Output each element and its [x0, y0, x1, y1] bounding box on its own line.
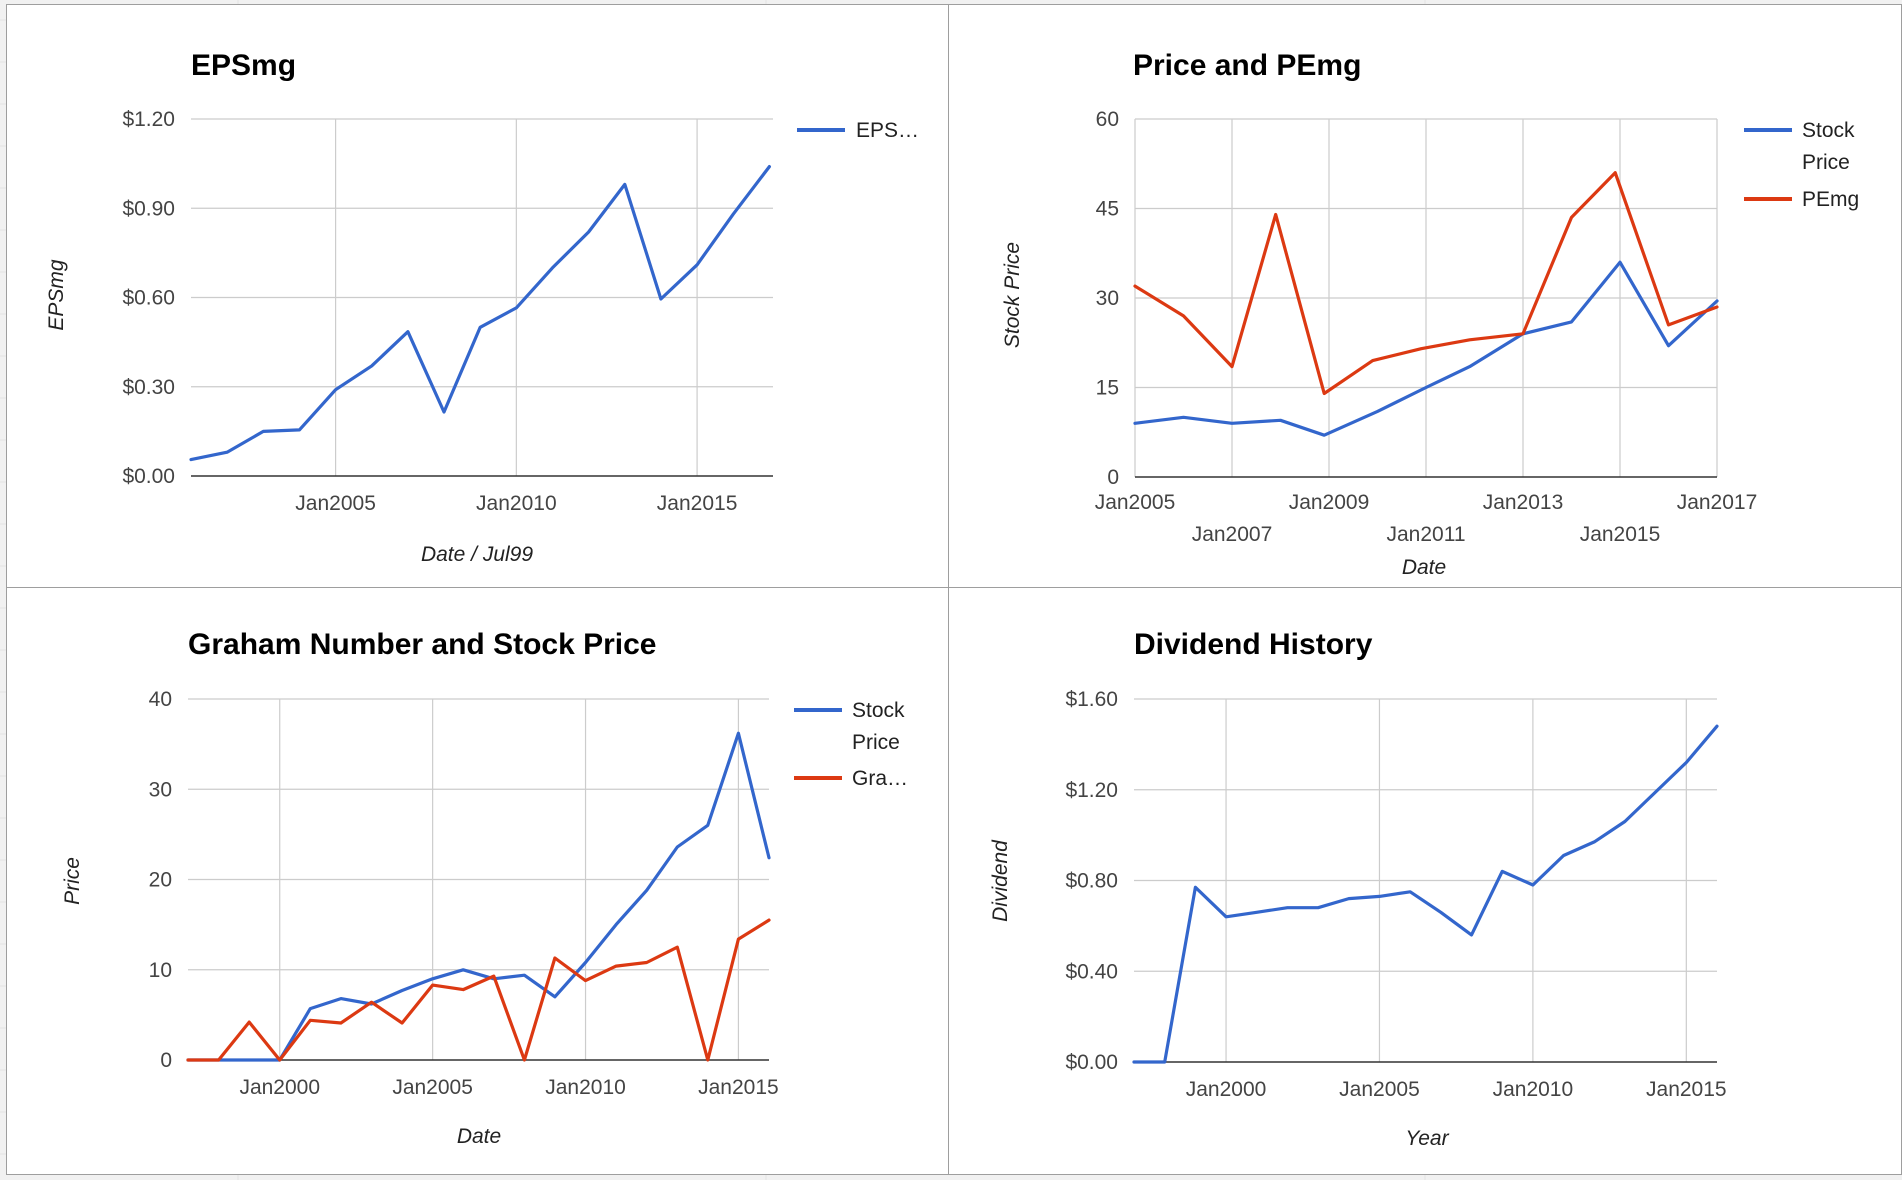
chart-title: Graham Number and Stock Price [188, 628, 657, 661]
x-tick-label: Jan2015 [657, 492, 738, 515]
x-axis-title: Date [1402, 556, 1446, 579]
x-tick-labels: Jan2005 Jan2007 Jan2009 Jan2011 Jan2013 Jan20… [1095, 491, 1758, 546]
y-tick-label: $0.30 [122, 376, 175, 399]
legend-label-line-1: Stock [852, 699, 905, 722]
x-tick-label: Jan2010 [476, 492, 557, 515]
legend: Stock Price Gra… [794, 699, 910, 790]
x-tick-label: Jan2007 [1192, 523, 1273, 546]
gridlines [1134, 698, 1717, 1063]
x-tick-label: Jan2015 [1646, 1078, 1727, 1101]
y-tick-label: 10 [149, 959, 172, 982]
y-tick-labels: $0.00 $0.40 $0.80 $1.20 $1.60 [1065, 688, 1118, 1074]
x-tick-labels: Jan2000 Jan2005 Jan2010 Jan2015 [1186, 1078, 1727, 1101]
y-tick-label: $0.60 [122, 287, 175, 310]
y-tick-label: $1.20 [122, 108, 175, 131]
y-tick-labels: 0 15 30 45 60 [1096, 108, 1119, 489]
chart-eps-svg: EPSmg $0.00$0.30$0.60$0.90$1.20 Jan2005 J… [45, 49, 919, 566]
x-tick-label: Jan2017 [1677, 491, 1758, 514]
x-tick-label: Jan2005 [295, 492, 376, 515]
series-lines [186, 731, 771, 1062]
gridlines [188, 698, 769, 1061]
y-tick-label: 0 [160, 1049, 172, 1072]
chart-graham-svg: Graham Number and Stock Price 010203040 … [61, 628, 910, 1148]
chart-title: EPSmg [191, 49, 296, 82]
chart-eps[interactable]: EPSmg $0.00 $0.30 $0.60 $0.90 $1.20 Jan2005 J… [6, 4, 950, 589]
y-axis-title: EPSmg [45, 259, 68, 331]
y-tick-label: 30 [1096, 287, 1119, 310]
chart-title: Price and PEmg [1133, 49, 1361, 82]
series-line-pemg [1133, 171, 1719, 396]
legend-label-graham: Gra… [852, 767, 908, 790]
series-lines [189, 165, 772, 462]
x-tick-label: Jan2000 [1186, 1078, 1267, 1101]
x-tick-label: Jan2000 [239, 1076, 320, 1099]
y-tick-label: $1.60 [1065, 688, 1118, 711]
x-tick-label: Jan2010 [1493, 1078, 1574, 1101]
legend-label-line-2: Price [1802, 151, 1850, 174]
legend-label-stock-price: Stock Price [1802, 119, 1860, 174]
x-tick-label: Jan2015 [1580, 523, 1661, 546]
y-tick-label: $0.80 [1065, 870, 1118, 893]
legend-label-stock-price: Stock Price [852, 699, 910, 754]
gridlines [1134, 118, 1718, 478]
series-line-stock-price [186, 731, 771, 1062]
legend-label-pemg: PEmg [1802, 188, 1859, 211]
x-tick-label: Jan2015 [698, 1076, 779, 1099]
series-lines [1132, 724, 1719, 1064]
y-tick-label: 60 [1096, 108, 1119, 131]
y-tick-label: $1.20 [1065, 779, 1118, 802]
chart-dividend-svg: Dividend History $0.00 $0.40 $0.80 $1.20 $1.… [989, 628, 1727, 1150]
y-axis-title: Price [61, 857, 84, 905]
x-tick-label: Jan2005 [392, 1076, 473, 1099]
series-lines [1133, 171, 1719, 437]
legend-label-line-2: Price [852, 731, 900, 754]
x-tick-label: Jan2013 [1483, 491, 1564, 514]
y-tick-label: $0.00 [122, 465, 175, 488]
y-tick-labels: $0.00 $0.30 $0.60 $0.90 $1.20 [122, 108, 175, 488]
y-tick-label: 20 [149, 869, 172, 892]
y-tick-label: 45 [1096, 198, 1119, 221]
y-tick-label: 0 [1107, 466, 1119, 489]
y-tick-label: $0.00 [1065, 1051, 1118, 1074]
y-tick-label: 30 [149, 778, 172, 801]
chart-price-pemg[interactable]: Price and PEmg 0 15 30 45 60 Jan2005 Jan2007 J… [948, 4, 1902, 589]
y-tick-label: $0.40 [1065, 960, 1118, 983]
y-tick-label: 15 [1096, 377, 1119, 400]
legend: Stock Price PEmg [1744, 119, 1860, 211]
y-axis-title: Stock Price [1001, 242, 1024, 348]
x-axis-title: Date [457, 1125, 501, 1148]
chart-graham[interactable]: Graham Number and Stock Price 0 10 20 30 40 … [6, 587, 950, 1175]
series-line-dividend [1132, 724, 1719, 1064]
x-axis-title: Date / Jul99 [421, 543, 533, 566]
series-line-eps [189, 165, 772, 462]
x-tick-label: Jan2009 [1289, 491, 1370, 514]
x-tick-labels: Jan2000 Jan2005 Jan2010 Jan2015 [239, 1076, 778, 1099]
y-tick-label: $0.90 [122, 197, 175, 220]
y-axis-title: Dividend [989, 839, 1012, 922]
legend: EPS… [797, 119, 919, 142]
x-tick-label: Jan2010 [545, 1076, 626, 1099]
y-tick-labels: 0 10 20 30 40 [149, 688, 172, 1072]
x-tick-label: Jan2011 [1386, 523, 1465, 546]
legend-label-line-1: Stock [1802, 119, 1855, 142]
gridlines [191, 118, 773, 477]
x-tick-label: Jan2005 [1339, 1078, 1420, 1101]
x-tick-label: Jan2005 [1095, 491, 1176, 514]
chart-title: Dividend History [1134, 628, 1373, 661]
y-tick-label: 40 [149, 688, 172, 711]
chart-dividend[interactable]: Dividend History $0.00 $0.40 $0.80 $1.20 $1.… [948, 587, 1902, 1175]
legend-label-eps: EPS… [856, 119, 919, 142]
x-axis-title: Year [1405, 1127, 1449, 1150]
series-line-gra [186, 918, 771, 1062]
x-tick-labels: Jan2005 Jan2010 Jan2015 [295, 492, 737, 515]
